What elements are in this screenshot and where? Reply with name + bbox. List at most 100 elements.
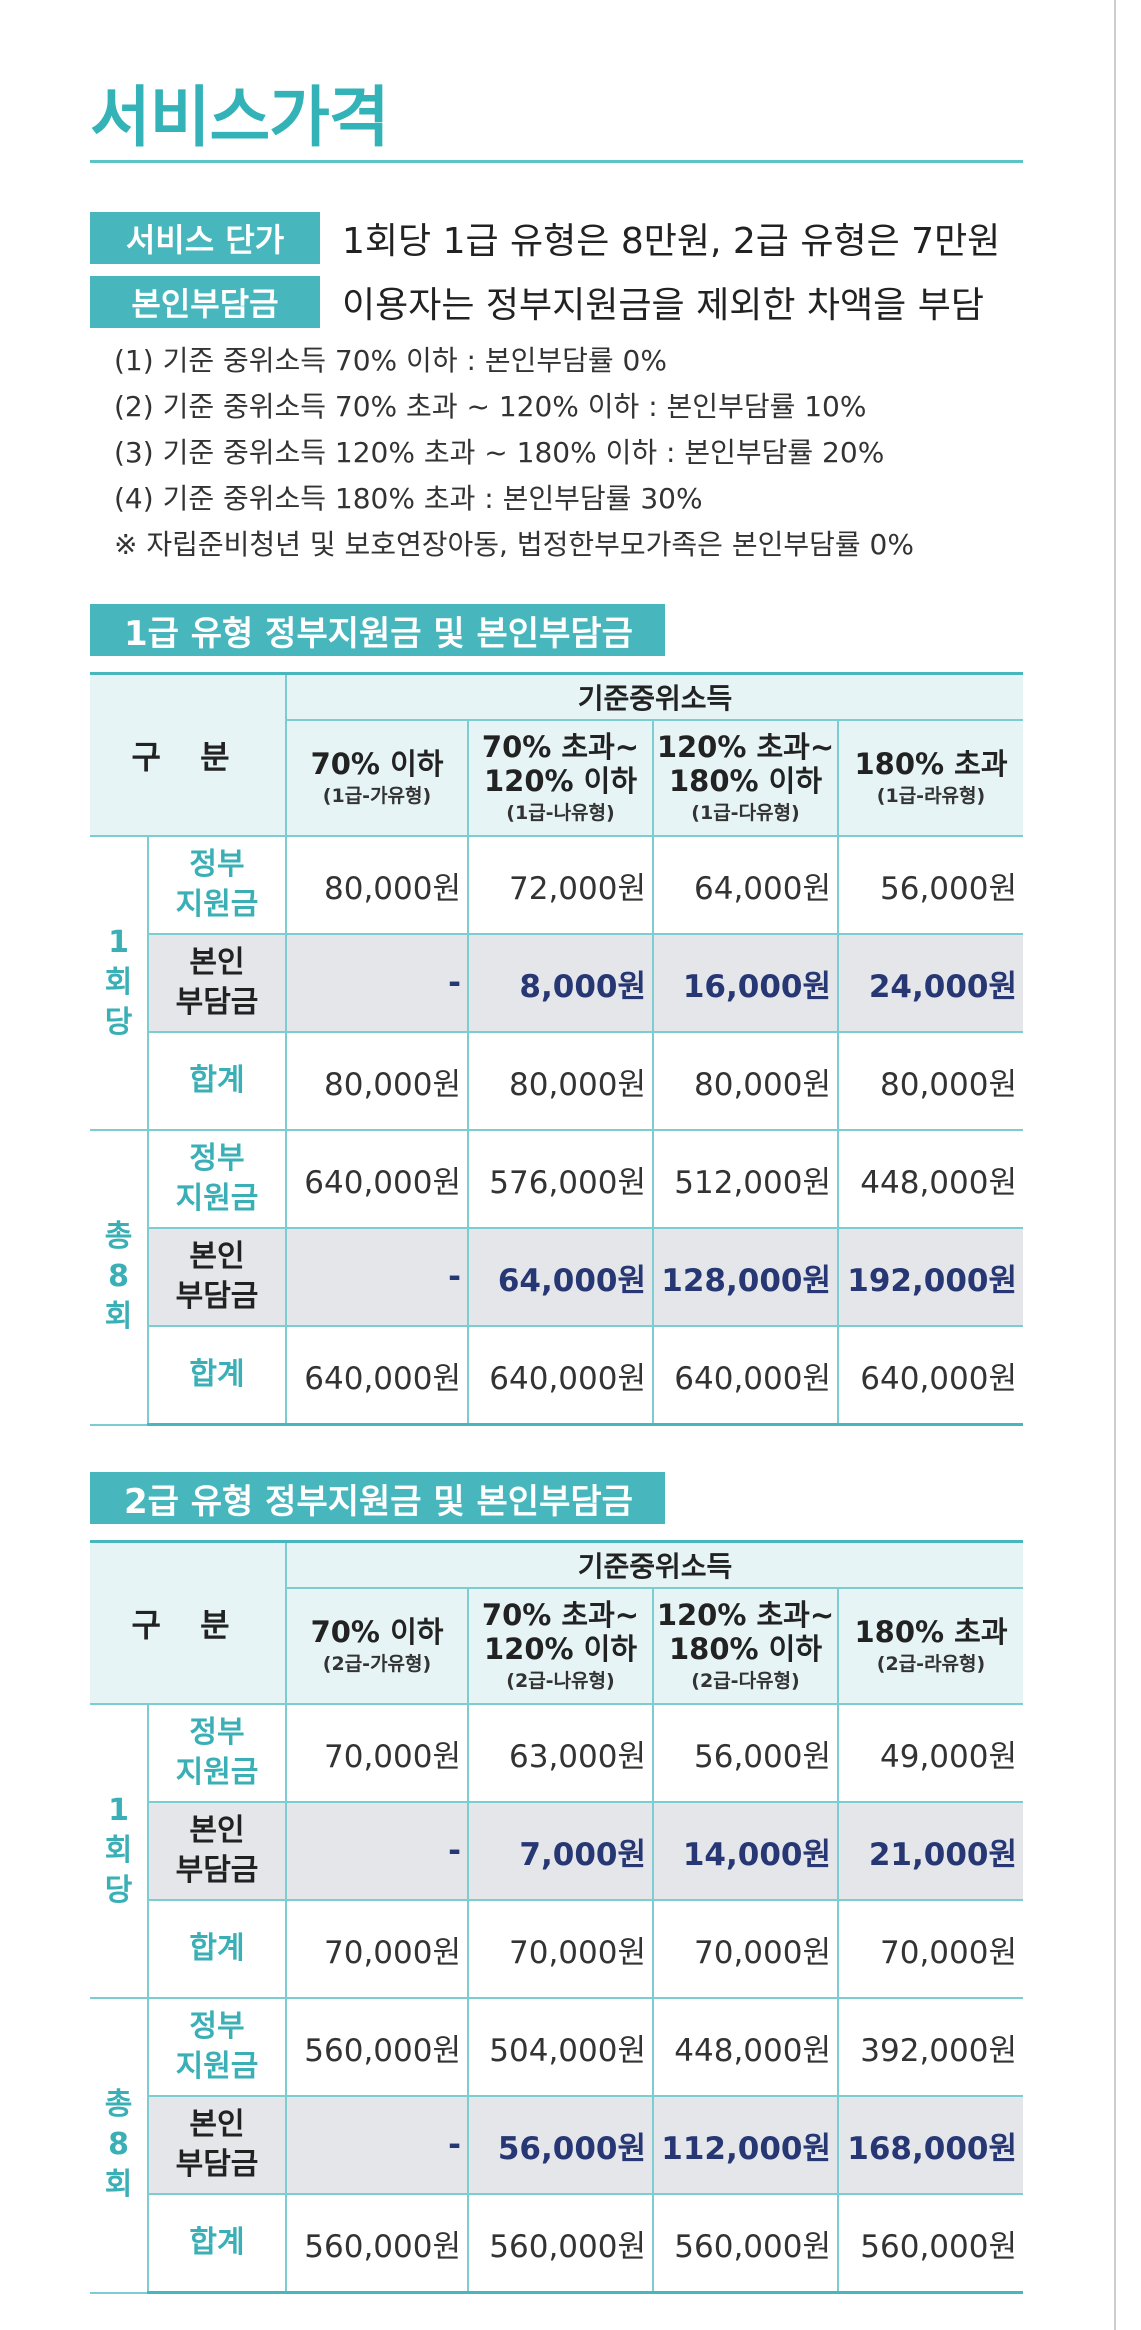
group-char: 8: [108, 2127, 129, 2163]
cell-value: 70,000원: [652, 1899, 839, 1999]
column-header: 120% 초과~ 180% 이하 (2급-다유형): [652, 1587, 839, 1705]
group-label-total-8: 총 8 회: [90, 1997, 149, 2294]
column-header: 70% 초과~ 120% 이하 (1급-나유형): [467, 719, 654, 837]
group-char: 총: [104, 2087, 133, 2123]
row-label-line2: 지원금: [175, 1181, 259, 1216]
cell-value: 448,000원: [837, 1129, 1023, 1229]
row-label-line1: 본인: [189, 1813, 245, 1848]
group-char: 당: [104, 1005, 133, 1040]
cell-value: 56,000원: [837, 835, 1023, 935]
cell-value: 560,000원: [467, 2193, 654, 2294]
group-label-per-session: 1 회 당: [90, 1703, 149, 1999]
cell-value: 640,000원: [652, 1325, 839, 1426]
column-header: 70% 이하 (2급-가유형): [286, 1587, 469, 1705]
group-char: 회: [104, 965, 133, 1000]
column-header-type: (1급-가유형): [322, 785, 432, 807]
cell-value: 49,000원: [837, 1703, 1023, 1803]
group-label-per-session: 1 회 당: [90, 835, 149, 1131]
info-row-copay: 본인부담금 이용자는 정부지원금을 제외한 차액을 부담: [90, 276, 984, 328]
info-value: 1회당 1급 유형은 8만원, 2급 유형은 7만원: [342, 221, 1001, 262]
column-header-line2: 180% 이하: [668, 1632, 823, 1666]
header-median-income: 기준중위소득: [285, 672, 1023, 721]
column-header-line1: 70% 이하: [310, 747, 444, 781]
column-header-type: (1급-라유형): [876, 785, 986, 807]
column-header: 70% 초과~ 120% 이하 (2급-나유형): [467, 1587, 654, 1705]
info-row-unit-price: 서비스 단가 1회당 1급 유형은 8만원, 2급 유형은 7만원: [90, 212, 1000, 264]
group-label-total-8: 총 8 회: [90, 1129, 149, 1426]
row-label-line2: 부담금: [175, 985, 259, 1020]
cell-value: 576,000원: [467, 1129, 654, 1229]
cell-value: 640,000원: [837, 1325, 1023, 1426]
column-header-type: (1급-다유형): [691, 802, 800, 824]
cell-value: 21,000원: [837, 1801, 1023, 1901]
group-char: 총: [104, 1219, 133, 1255]
row-label-copay: 본인 부담금: [148, 1227, 287, 1327]
column-header-type: (2급-다유형): [691, 1670, 800, 1692]
cell-value: 112,000원: [652, 2095, 839, 2195]
cell-value: 168,000원: [837, 2095, 1023, 2195]
section-title-grade2: 2급 유형 정부지원금 및 본인부담금: [90, 1472, 665, 1524]
cell-value: 64,000원: [467, 1227, 654, 1327]
column-header-type: (2급-라유형): [876, 1653, 986, 1675]
cell-value: -: [285, 933, 469, 1033]
column-header-line1: 180% 초과: [854, 1615, 1008, 1649]
section-title-grade1: 1급 유형 정부지원금 및 본인부담금: [90, 604, 665, 656]
row-label-line1: 본인: [189, 1239, 245, 1274]
price-table-grade2: 구 분 기준중위소득 70% 이하 (2급-가유형) 70% 초과~ 120% 이하…: [90, 1540, 1023, 2294]
cell-value: 80,000원: [285, 1031, 469, 1131]
cell-value: 14,000원: [652, 1801, 839, 1901]
cell-value: 392,000원: [837, 1997, 1023, 2097]
row-label-copay: 본인 부담금: [148, 2095, 287, 2195]
group-char: 8: [108, 1259, 129, 1295]
cell-value: 128,000원: [652, 1227, 839, 1327]
cell-value: 70,000원: [285, 1703, 469, 1803]
cell-value: 70,000원: [837, 1899, 1023, 1999]
row-label-line2: 지원금: [175, 887, 259, 922]
cell-value: -: [285, 1801, 469, 1901]
info-value: 이용자는 정부지원금을 제외한 차액을 부담: [342, 285, 984, 326]
row-label-line1: 정부: [189, 2009, 245, 2044]
cell-value: 63,000원: [467, 1703, 654, 1803]
column-header-line1: 70% 초과~: [481, 1598, 640, 1632]
row-label-line1: 정부: [189, 1141, 245, 1176]
row-label-subsidy: 정부 지원금: [147, 1703, 287, 1803]
cell-value: 640,000원: [467, 1325, 654, 1426]
header-category: 구 분: [90, 1540, 287, 1705]
column-header: 180% 초과 (1급-라유형): [837, 719, 1023, 837]
cell-value: 560,000원: [285, 2193, 469, 2294]
row-label-line2: 부담금: [175, 2147, 259, 2182]
page-title: 서비스가격: [90, 79, 390, 156]
cell-value: 7,000원: [467, 1801, 654, 1901]
row-label-line2: 부담금: [175, 1853, 259, 1888]
row-label-line2: 지원금: [175, 2049, 259, 2084]
header-category: 구 분: [90, 672, 287, 837]
cell-value: 640,000원: [285, 1129, 469, 1229]
note-line: (2) 기준 중위소득 70% 초과 ~ 120% 이하 : 본인부담률 10%: [114, 390, 867, 423]
row-label-total: 합계: [148, 1325, 287, 1426]
column-header-line1: 180% 초과: [854, 747, 1008, 781]
row-label-line1: 본인: [189, 945, 245, 980]
column-header-line1: 70% 초과~: [481, 730, 640, 764]
group-char: 1: [108, 1793, 129, 1828]
column-header-line1: 120% 초과~: [656, 730, 835, 764]
info-label: 본인부담금: [90, 276, 320, 328]
cell-value: 56,000원: [467, 2095, 654, 2195]
cell-value: 192,000원: [837, 1227, 1023, 1327]
cell-value: -: [285, 2095, 469, 2195]
cell-value: 560,000원: [837, 2193, 1023, 2294]
cell-value: 504,000원: [467, 1997, 654, 2097]
column-header: 120% 초과~ 180% 이하 (1급-다유형): [652, 719, 839, 837]
group-char: 회: [104, 1833, 133, 1868]
cell-value: 448,000원: [652, 1997, 839, 2097]
column-header-type: (2급-나유형): [506, 1670, 615, 1692]
row-label-total: 합계: [148, 2193, 287, 2294]
row-label-line1: 정부: [189, 847, 245, 882]
title-underline: [90, 160, 1023, 163]
group-char: 회: [104, 2167, 133, 2203]
column-header-line2: 180% 이하: [668, 764, 823, 798]
cell-value: 80,000원: [652, 1031, 839, 1131]
